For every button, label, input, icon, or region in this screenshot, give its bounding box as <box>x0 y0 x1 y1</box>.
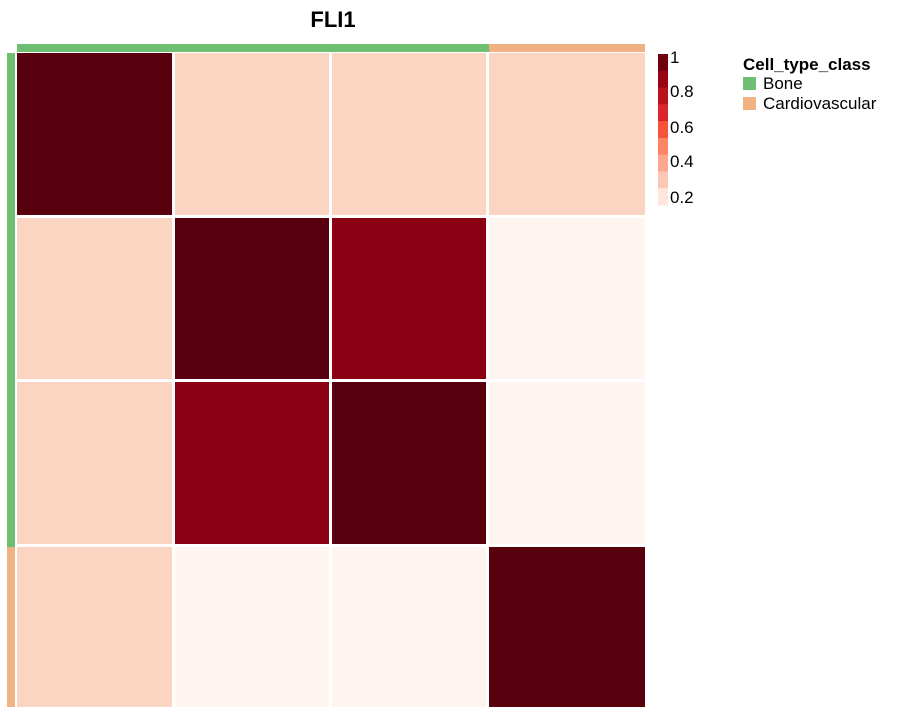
colorbar-tick-label: 0.8 <box>670 82 694 101</box>
heatmap-cell-r4-c3 <box>332 547 486 707</box>
heatmap-cell-r2-c2 <box>175 218 329 379</box>
heatmap-cell-r2-c3 <box>332 218 486 379</box>
column-annotation-cell-3 <box>332 44 489 52</box>
column-annotation-cell-2 <box>175 44 332 52</box>
row-annotation-cell-1 <box>7 53 15 218</box>
heatmap-cell-r1-c4 <box>489 53 645 215</box>
row-annotation-bar <box>7 53 15 707</box>
heatmap-cell-r4-c4 <box>489 547 645 707</box>
chart-title: FLI1 <box>310 7 355 32</box>
colorbar-step-5 <box>658 121 668 139</box>
heatmap-cell-r1-c3 <box>332 53 486 215</box>
heatmap-cell-r1-c2 <box>175 53 329 215</box>
colorbar-step-7 <box>658 154 668 172</box>
column-annotation-cell-4 <box>489 44 645 52</box>
heatmap-cell-r3-c1 <box>17 382 172 544</box>
colorbar-tick-label: 0.4 <box>670 152 694 171</box>
colorbar-step-9 <box>658 188 668 206</box>
heatmap-cell-r3-c4 <box>489 382 645 544</box>
legend-swatch-cardiovascular <box>743 97 756 110</box>
column-annotation-cell-1 <box>17 44 175 52</box>
heatmap-cell-r2-c1 <box>17 218 172 379</box>
colorbar <box>658 54 668 206</box>
colorbar-tick-label: 0.6 <box>670 118 694 137</box>
colorbar-ticks: 1 0.8 0.6 0.4 0.2 <box>670 48 694 207</box>
legend-label-cardiovascular: Cardiovascular <box>763 94 877 113</box>
legend-label-bone: Bone <box>763 74 803 93</box>
heatmap-cell-r4-c1 <box>17 547 172 707</box>
row-annotation-cell-3 <box>7 382 15 547</box>
colorbar-step-4 <box>658 104 668 122</box>
heatmap-cells <box>17 53 645 707</box>
heatmap-cell-r3-c3 <box>332 382 486 544</box>
heatmap-cell-r1-c1 <box>17 53 172 215</box>
legend-swatch-bone <box>743 77 756 90</box>
colorbar-tick-label: 1 <box>670 48 679 67</box>
colorbar-step-2 <box>658 70 668 89</box>
heatmap-cell-r4-c2 <box>175 547 329 707</box>
colorbar-step-3 <box>658 87 668 105</box>
heatmap-cell-r3-c2 <box>175 382 329 544</box>
row-annotation-cell-4 <box>7 547 15 707</box>
legend-title: Cell_type_class <box>743 55 871 74</box>
row-annotation-cell-2 <box>7 218 15 382</box>
colorbar-step-8 <box>658 171 668 189</box>
column-annotation-bar <box>17 44 645 52</box>
colorbar-tick-label: 0.2 <box>670 188 694 207</box>
heatmap-cell-r2-c4 <box>489 218 645 379</box>
colorbar-step-6 <box>658 137 668 156</box>
colorbar-step-1 <box>658 54 668 72</box>
